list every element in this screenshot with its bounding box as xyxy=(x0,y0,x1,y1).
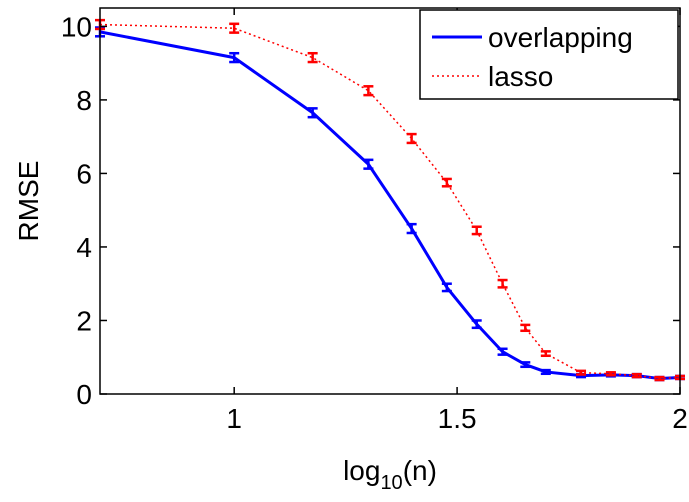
y-tick-label: 10 xyxy=(61,11,92,42)
error-bar-overlapping xyxy=(497,347,508,356)
error-bar-overlapping xyxy=(441,282,452,293)
error-bar-overlapping xyxy=(406,222,417,235)
error-bar-lasso xyxy=(520,323,531,333)
error-bar-lasso xyxy=(229,22,240,34)
axes-frame xyxy=(99,7,681,395)
error-bar-lasso xyxy=(471,225,482,236)
error-bar-overlapping xyxy=(540,368,551,376)
legend-label-overlapping: overlapping xyxy=(488,22,633,53)
error-bar-overlapping xyxy=(471,319,482,330)
error-bar-lasso xyxy=(441,177,452,188)
y-tick-label: 2 xyxy=(76,305,92,336)
x-axis-label-rest: (n) xyxy=(403,455,437,486)
error-bar-overlapping xyxy=(229,51,240,64)
error-bar-overlapping xyxy=(520,361,531,369)
error-bar-lasso xyxy=(406,132,417,145)
y-tick-label: 8 xyxy=(76,85,92,116)
plot-area xyxy=(95,18,685,382)
error-bar-lasso xyxy=(497,278,508,289)
y-tick-label: 4 xyxy=(76,232,92,263)
legend-box xyxy=(419,9,679,100)
x-tick-label: 2 xyxy=(672,403,688,434)
legend-label-lasso: lasso xyxy=(488,61,553,92)
error-bar-overlapping xyxy=(307,107,318,119)
x-axis-label: log10(n) xyxy=(343,455,437,494)
error-bar-overlapping xyxy=(363,158,374,170)
error-bar-lasso xyxy=(605,371,616,377)
y-tick-label: 6 xyxy=(76,158,92,189)
error-bar-lasso xyxy=(363,85,374,97)
y-axis-label: RMSE xyxy=(13,161,44,242)
error-bar-lasso xyxy=(576,369,587,376)
y-tick-label: 0 xyxy=(76,379,92,410)
x-axis-label-subscript: 10 xyxy=(380,472,402,494)
legend: overlapping lasso xyxy=(419,9,679,100)
x-tick-label: 1.5 xyxy=(438,403,477,434)
x-tick-label: 1 xyxy=(226,403,242,434)
axis-ticks: 1 1.5 2 0 2 4 6 8 10 xyxy=(61,8,688,434)
error-bar-lasso xyxy=(631,372,642,379)
x-axis-label-base: log xyxy=(343,455,380,486)
error-bar-lasso xyxy=(654,375,665,382)
error-bar-lasso xyxy=(540,350,551,358)
error-bar-lasso xyxy=(307,51,318,64)
